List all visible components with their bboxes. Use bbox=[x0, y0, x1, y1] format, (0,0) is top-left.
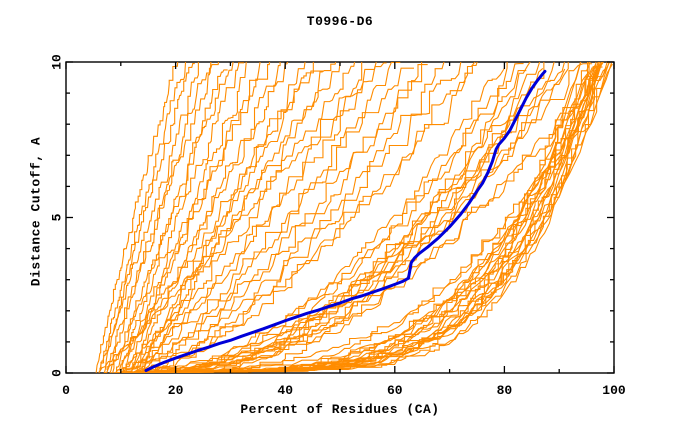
background-series-line bbox=[142, 62, 445, 371]
x-tick-label: 80 bbox=[497, 383, 513, 398]
x-axis-tick-labels: 0 20 40 60 80 100 bbox=[62, 383, 626, 398]
background-series-line bbox=[128, 62, 289, 373]
background-series-line bbox=[137, 67, 505, 373]
background-series-line bbox=[98, 62, 199, 373]
background-series-line bbox=[134, 63, 524, 373]
x-axis-ticks bbox=[65, 62, 615, 373]
highlighted-series-line bbox=[144, 69, 547, 373]
y-axis-ticks bbox=[66, 61, 614, 374]
y-axis-label: Distance Cutoff, A bbox=[28, 136, 44, 287]
background-series-line bbox=[103, 63, 195, 373]
background-series-line bbox=[197, 62, 604, 373]
x-tick-label: 0 bbox=[62, 383, 70, 398]
background-series-line bbox=[159, 68, 566, 373]
background-series-line bbox=[106, 62, 220, 370]
background-series-line bbox=[131, 62, 423, 373]
background-series-line bbox=[164, 68, 544, 373]
background-series-line bbox=[122, 67, 414, 373]
background-series-lines bbox=[95, 62, 613, 373]
background-series-line bbox=[142, 62, 508, 373]
background-series-line bbox=[178, 66, 609, 373]
x-tick-label: 20 bbox=[168, 383, 184, 398]
background-series-line bbox=[99, 62, 187, 371]
background-series-line bbox=[125, 62, 261, 373]
chart-title: T0996-D6 bbox=[306, 14, 374, 29]
y-tick-label: 10 bbox=[50, 54, 65, 70]
plot-frame bbox=[65, 61, 615, 374]
background-series-line bbox=[142, 62, 480, 370]
background-series-line bbox=[95, 62, 179, 373]
background-series-line bbox=[126, 62, 387, 370]
background-series-line bbox=[123, 62, 271, 373]
background-series-line bbox=[145, 62, 541, 373]
background-series-line bbox=[114, 62, 356, 373]
background-series-line bbox=[120, 62, 245, 370]
x-axis-label: Percent of Residues (CA) bbox=[240, 402, 440, 417]
background-series-line bbox=[208, 62, 566, 371]
background-series-line bbox=[136, 64, 428, 373]
background-series-line bbox=[175, 63, 593, 373]
y-tick-label: 5 bbox=[50, 213, 65, 221]
background-series-line bbox=[139, 62, 341, 373]
background-series-line bbox=[112, 62, 234, 373]
y-axis-tick-labels: 0 5 10 bbox=[50, 54, 65, 377]
background-series-line bbox=[134, 70, 324, 373]
background-series-line bbox=[170, 62, 603, 373]
background-series-line bbox=[136, 62, 462, 373]
background-series-line bbox=[131, 62, 281, 371]
background-series-line bbox=[98, 62, 377, 373]
y-tick-label: 0 bbox=[50, 369, 65, 377]
x-tick-label: 60 bbox=[387, 383, 403, 398]
background-series-line bbox=[230, 62, 609, 373]
x-tick-label: 40 bbox=[277, 383, 293, 398]
background-series-line bbox=[103, 62, 314, 373]
x-tick-label: 100 bbox=[602, 383, 626, 398]
background-series-line bbox=[118, 62, 247, 371]
